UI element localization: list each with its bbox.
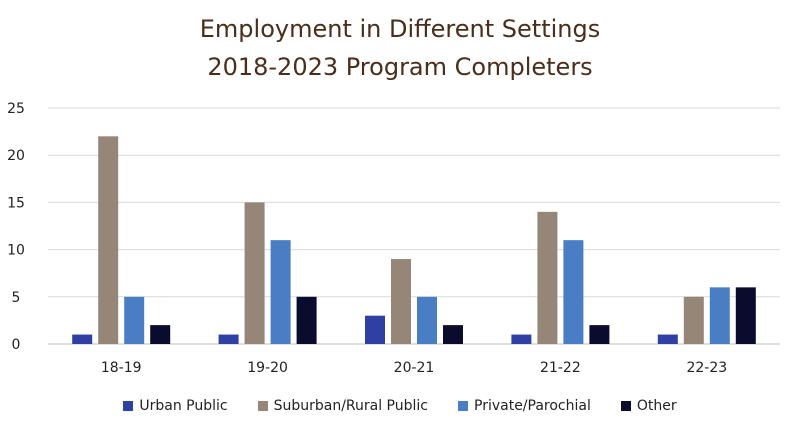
legend-item-private-parochial: Private/Parochial xyxy=(458,398,591,414)
bar-private-parochial-21-22 xyxy=(563,240,584,344)
y-tick-label: 10 xyxy=(7,243,25,259)
x-tick-label: 18-19 xyxy=(101,360,142,376)
bar-other-22-23 xyxy=(735,287,756,344)
bar-other-20-21 xyxy=(443,325,463,344)
bar-other-18-19 xyxy=(150,325,171,344)
bar-urban-public-18-19 xyxy=(72,334,93,344)
bar-private-parochial-20-21 xyxy=(417,296,437,344)
bar-suburban-rural-public-19-20 xyxy=(244,202,265,344)
legend-item-suburban-rural-public: Suburban/Rural Public xyxy=(257,398,428,414)
bar-urban-public-22-23 xyxy=(657,334,678,344)
legend-label-suburban-rural-public: Suburban/Rural Public xyxy=(273,398,428,414)
bar-private-parochial-19-20 xyxy=(270,240,291,344)
legend-swatch-suburban-rural-public xyxy=(257,401,268,411)
bar-private-parochial-22-23 xyxy=(709,287,730,344)
legend-item-urban-public: Urban Public xyxy=(123,398,228,414)
legend-label-private-parochial: Private/Parochial xyxy=(474,398,591,414)
legend-swatch-urban-public xyxy=(123,401,134,411)
bar-urban-public-20-21 xyxy=(365,315,385,344)
y-tick-label: 25 xyxy=(7,101,25,117)
y-tick-label: 5 xyxy=(12,290,21,306)
bar-suburban-rural-public-20-21 xyxy=(391,259,411,344)
y-tick-label: 20 xyxy=(7,148,25,164)
legend-swatch-private-parochial xyxy=(458,401,468,411)
y-tick-label: 0 xyxy=(12,337,21,353)
y-tick-label: 15 xyxy=(7,195,25,211)
x-tick-label: 22-23 xyxy=(686,360,727,376)
bar-private-parochial-18-19 xyxy=(124,296,145,344)
legend-item-other: Other xyxy=(620,398,677,414)
bar-suburban-rural-public-22-23 xyxy=(683,296,704,344)
x-tick-label: 19-20 xyxy=(247,360,288,376)
legend-label-urban-public: Urban Public xyxy=(139,398,228,414)
bar-other-21-22 xyxy=(589,325,610,344)
bar-other-19-20 xyxy=(296,296,317,344)
legend-swatch-other xyxy=(620,401,631,411)
legend-label-other: Other xyxy=(636,398,677,414)
x-tick-label: 21-22 xyxy=(540,360,581,376)
chart-title: Employment in Different Settings xyxy=(199,15,601,43)
bar-suburban-rural-public-21-22 xyxy=(537,211,558,344)
chart-subtitle: 2018-2023 Program Completers xyxy=(207,53,593,81)
x-tick-label: 20-21 xyxy=(394,360,435,376)
chart-legend: Urban Public Suburban/Rural Public Priva… xyxy=(0,398,800,414)
bar-urban-public-19-20 xyxy=(218,334,239,344)
bar-urban-public-21-22 xyxy=(511,334,532,344)
bar-suburban-rural-public-18-19 xyxy=(98,136,119,344)
